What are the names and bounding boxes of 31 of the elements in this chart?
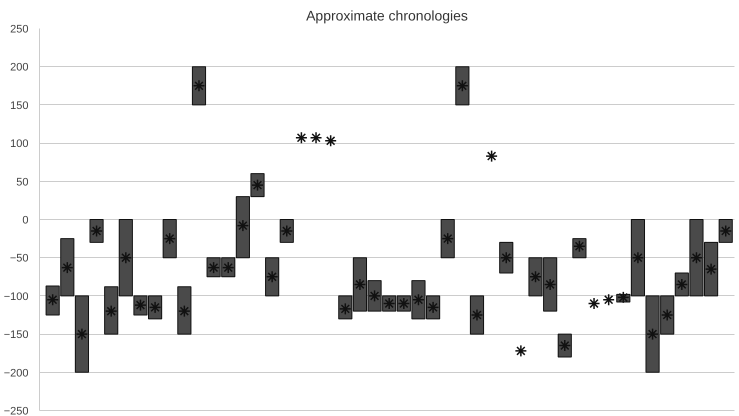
- bar: [177, 286, 192, 335]
- y-tick-label: 150: [10, 100, 29, 112]
- y-tick-label: −200: [4, 367, 29, 380]
- point: [646, 328, 659, 340]
- y-tick-label: −250: [4, 406, 29, 416]
- point: [324, 134, 337, 148]
- point: [485, 150, 498, 162]
- point: [236, 219, 250, 232]
- point: [704, 262, 718, 276]
- y-tick-label: −150: [4, 329, 29, 342]
- chart-title: Approximate chronologies: [306, 8, 468, 24]
- y-tick-label: 200: [10, 62, 29, 74]
- y-tick-label: −50: [10, 252, 29, 265]
- y-tick-label: 50: [16, 176, 29, 188]
- point: [690, 251, 703, 264]
- y-tick-label: 100: [10, 138, 29, 150]
- point: [120, 251, 132, 264]
- y-tick-label: −100: [4, 290, 29, 303]
- point: [354, 278, 366, 291]
- point: [544, 278, 556, 291]
- point: [295, 132, 308, 144]
- y-tick-label: 250: [10, 24, 29, 36]
- point: [617, 291, 630, 304]
- point: [514, 344, 528, 358]
- point: [76, 328, 88, 340]
- point: [61, 261, 74, 274]
- point: [632, 251, 644, 264]
- point: [588, 297, 600, 310]
- point: [602, 293, 615, 306]
- y-tick-label: 0: [22, 214, 29, 226]
- point: [310, 132, 322, 144]
